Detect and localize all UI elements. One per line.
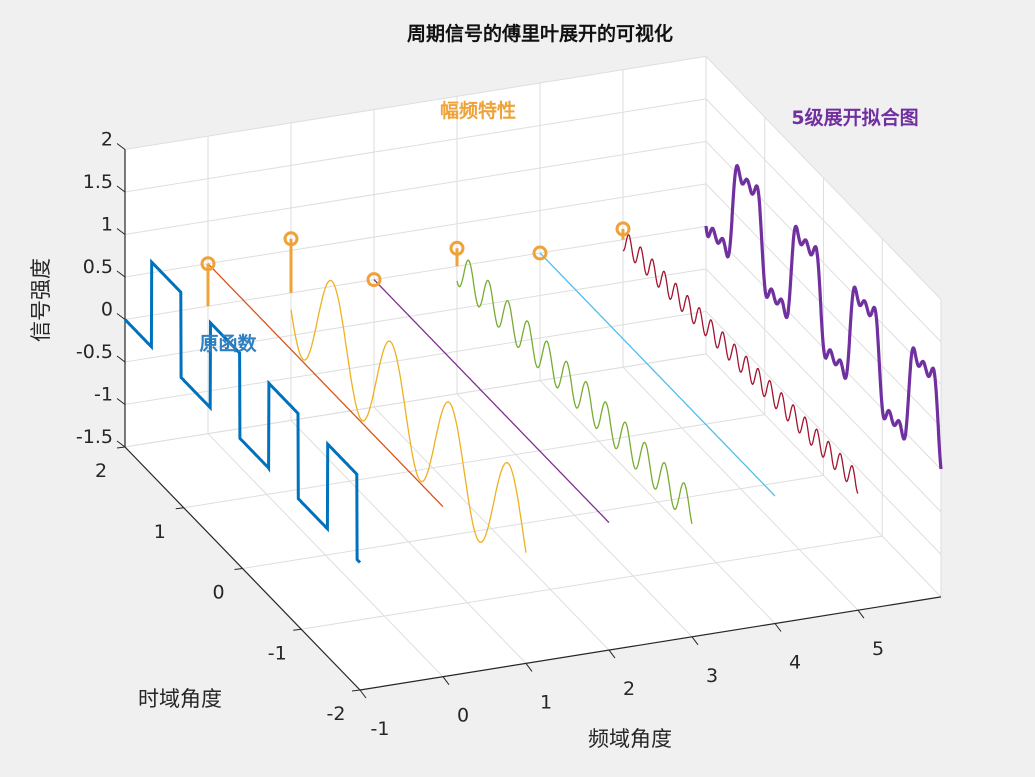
harmonic-line-5 — [622, 234, 859, 494]
grid-line — [705, 98, 942, 343]
spectrum-marker — [283, 231, 299, 247]
z-tick — [116, 440, 126, 448]
x-tick — [608, 649, 616, 659]
y-tick — [293, 628, 302, 631]
z-tick-label: 2 — [101, 129, 113, 151]
x-tick — [359, 689, 367, 699]
fit-line — [704, 163, 943, 470]
spectrum-marker — [449, 240, 465, 256]
y-axis-label: 时域角度 — [138, 687, 222, 711]
y-tick — [116, 446, 126, 449]
fit-label: 5级展开拟合图 — [791, 106, 918, 129]
amplitude-spectrum-label: 幅频特性 — [440, 99, 516, 122]
harmonic-line-0 — [207, 263, 444, 508]
z-tick — [116, 228, 126, 235]
z-tick-label: -0.5 — [76, 341, 113, 363]
grid-line — [124, 98, 707, 193]
x-tick-label: -1 — [371, 718, 390, 740]
x-tick-label: 4 — [789, 652, 801, 674]
z-tick-label: 1 — [101, 214, 113, 236]
grid-line — [301, 535, 883, 630]
chart-title: 周期信号的傅里叶展开的可视化 — [407, 22, 673, 45]
x-tick-label: 3 — [706, 665, 718, 687]
z-tick-label: 1.5 — [83, 171, 113, 193]
harmonic-line-1 — [290, 279, 527, 553]
grid-line — [183, 414, 765, 509]
y-tick — [351, 689, 361, 692]
y-tick-label: 2 — [95, 460, 107, 482]
harmonic-line-4 — [539, 252, 776, 497]
grid-line — [124, 140, 707, 235]
grid-line — [124, 268, 707, 363]
back-wall — [125, 56, 706, 448]
grid-line — [124, 225, 707, 320]
harmonic-line-3 — [456, 259, 693, 525]
spectrum-marker — [615, 221, 631, 237]
spectrum-marker — [366, 272, 382, 288]
grid-line — [242, 474, 824, 569]
spectrum-marker — [200, 256, 216, 272]
x-tick-label: 5 — [872, 638, 884, 660]
z-tick — [116, 143, 126, 150]
x-tick-label: 2 — [623, 678, 635, 700]
grid-line — [705, 268, 942, 513]
x-tick — [857, 609, 865, 619]
z-tick-label: -1 — [94, 384, 113, 406]
y-tick — [234, 568, 243, 570]
z-tick — [116, 313, 126, 320]
x-tick — [691, 636, 699, 646]
grid-line — [124, 55, 707, 150]
data-series — [123, 163, 943, 564]
x-tick — [525, 663, 533, 672]
x-axis-label: 频域角度 — [588, 727, 672, 751]
grid-line — [705, 56, 942, 300]
z-tick-label: -1.5 — [76, 426, 113, 448]
y-tick-label: -2 — [327, 703, 346, 725]
harmonic-line-2 — [373, 279, 610, 524]
z-tick — [116, 270, 126, 278]
tick-labels: -1.5 -1 -0.5 0 0.5 1 1.5 2 -2 -1 0 1 2 -1 0 1 2 3 4 5 — [76, 129, 884, 741]
original-function-label: 原函数 — [199, 332, 257, 355]
grid-line — [124, 310, 707, 405]
y-tick-label: 1 — [154, 521, 166, 543]
y-tick-label: 0 — [212, 582, 224, 604]
z-tick — [116, 355, 126, 363]
z-axis-label: 信号强度 — [29, 258, 53, 342]
z-tick-label: 0 — [101, 299, 113, 321]
spectrum-marker — [532, 245, 548, 261]
grid-line — [705, 353, 942, 598]
y-tick-label: -1 — [268, 642, 287, 664]
z-tick-label: 0.5 — [83, 256, 113, 278]
x-tick — [774, 623, 782, 632]
x-tick — [442, 676, 450, 686]
z-tick — [116, 185, 126, 193]
original-function-line — [123, 258, 362, 564]
grid-line — [705, 183, 942, 428]
grid-line — [124, 353, 707, 448]
axes-walls — [125, 56, 941, 690]
x-tick-label: 0 — [457, 705, 469, 727]
grid-line — [705, 311, 942, 555]
x-tick-label: 1 — [540, 691, 552, 713]
x-axis-line — [359, 596, 942, 691]
grid-line — [124, 183, 707, 278]
y-tick — [175, 507, 184, 510]
z-tick — [116, 398, 126, 405]
